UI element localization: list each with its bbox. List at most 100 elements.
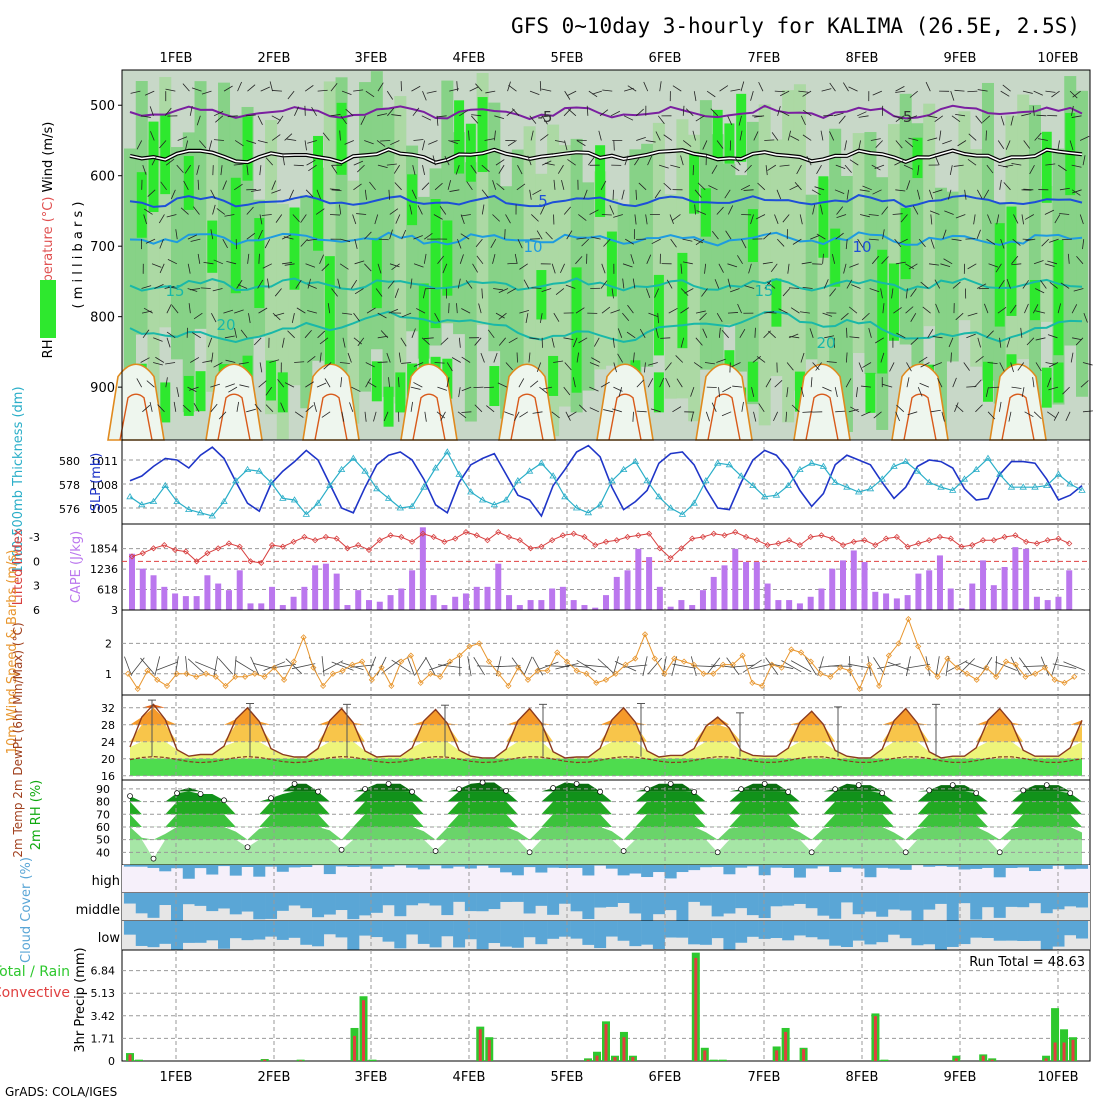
wind-barb	[383, 411, 389, 422]
rh-moist-band	[336, 102, 347, 175]
cape-bar	[193, 596, 200, 610]
wind-barb	[845, 239, 848, 250]
cloud-bar	[887, 893, 900, 910]
cloud-bar	[958, 865, 971, 870]
thickness-ylabel: 1000-500mb Thickness (dm)	[11, 386, 26, 573]
wind-barb	[870, 138, 881, 141]
wind-barb	[233, 163, 244, 166]
wind-barb	[1067, 253, 1070, 264]
lifted-point	[538, 543, 545, 550]
cloud-bar	[1005, 921, 1018, 941]
wind-barb	[591, 357, 601, 363]
cape-bar	[398, 588, 405, 610]
rh-band	[582, 182, 595, 391]
rh-moist-band	[407, 174, 418, 226]
wind-barb	[737, 255, 743, 265]
cloud-bar	[570, 865, 583, 868]
lifted-tick: -3	[29, 531, 40, 544]
cloud-bar	[464, 865, 477, 869]
rh-moist-band	[724, 123, 735, 164]
wind-point	[729, 661, 736, 668]
slp-line	[129, 444, 1083, 518]
cloud-bar	[323, 921, 336, 935]
wind-barb	[542, 160, 552, 166]
wind-barb	[461, 356, 471, 363]
wind-tick: 1	[105, 668, 112, 681]
wind-barb	[672, 214, 681, 221]
thickness-point	[384, 494, 393, 501]
rh-band	[218, 82, 231, 435]
cloud-bar	[147, 865, 160, 868]
cloud-bar	[1076, 921, 1088, 939]
wind-barb	[190, 288, 201, 291]
temp2m-tick: 20	[101, 753, 115, 766]
wind-barb	[578, 337, 588, 344]
thickness-point	[1054, 470, 1063, 477]
wind-barb	[226, 261, 237, 265]
wind-barb	[1024, 214, 1035, 220]
cape-bar	[721, 565, 728, 610]
cape-bar	[409, 570, 416, 610]
rh-band	[735, 175, 748, 372]
wind-barb	[1053, 411, 1060, 421]
cloud-bar	[735, 865, 748, 868]
wind-barb	[714, 279, 720, 289]
rh-low-band	[982, 361, 993, 402]
lifted-point	[516, 537, 523, 544]
lifted-point	[355, 542, 362, 549]
cloud-bar	[523, 865, 536, 868]
rh-band	[723, 163, 736, 325]
wind-barb	[965, 238, 976, 240]
wind-barb	[460, 233, 470, 240]
cloud-bar	[1028, 893, 1041, 904]
wind-barb	[1082, 239, 1085, 250]
wind-barb	[329, 214, 341, 216]
lifted-point	[893, 533, 900, 541]
cape-ylabel: CAPE (J/kg)	[69, 531, 84, 603]
date-label-top: 10FEB	[1037, 51, 1078, 66]
thickness-point	[220, 497, 228, 504]
cloud-bar	[970, 921, 983, 938]
cloud-bar	[535, 921, 548, 945]
wind-barb	[764, 280, 772, 289]
temp2m-tick: 28	[101, 719, 115, 732]
wind-barb	[942, 140, 952, 145]
wind-barb	[617, 328, 623, 338]
rh-low-band	[266, 360, 277, 401]
date-label-bottom: 10FEB	[1037, 1070, 1078, 1085]
wind-barb	[659, 377, 665, 388]
cloud-bar	[629, 865, 642, 874]
contour-label: -5	[898, 108, 913, 126]
wind-barb	[695, 310, 706, 314]
wind-barb	[955, 214, 966, 219]
wind-barb	[428, 140, 438, 145]
wind-barb	[351, 386, 361, 392]
cape-bar	[366, 600, 372, 610]
wind-barb	[257, 115, 263, 125]
wind-barb	[951, 115, 961, 122]
date-label-bottom: 4FEB	[453, 1070, 486, 1085]
rh2m-point	[808, 849, 815, 856]
wind-barb	[304, 140, 307, 151]
wind-barb-10m	[935, 656, 940, 677]
wind-barb	[872, 90, 883, 96]
wind-barb	[1034, 132, 1042, 141]
wind-point	[924, 664, 931, 671]
wind-barb	[896, 404, 905, 413]
wind-barb	[882, 383, 893, 388]
wind-barb	[474, 404, 483, 413]
wind-barb	[159, 263, 165, 274]
wind-barb	[829, 131, 835, 141]
lifted-point	[829, 535, 836, 542]
wind-barb	[555, 288, 565, 296]
wind-barb	[259, 214, 263, 225]
cloud-bar	[394, 921, 407, 949]
wind-barb-10m	[285, 658, 303, 674]
wind-barb	[704, 362, 715, 365]
wind-barb	[663, 134, 673, 141]
date-label-bottom: 8FEB	[846, 1070, 879, 1085]
wind-barb	[928, 263, 939, 266]
wind-barb	[600, 180, 607, 190]
rh-moist-band	[736, 93, 747, 162]
cape-bar	[883, 593, 890, 610]
